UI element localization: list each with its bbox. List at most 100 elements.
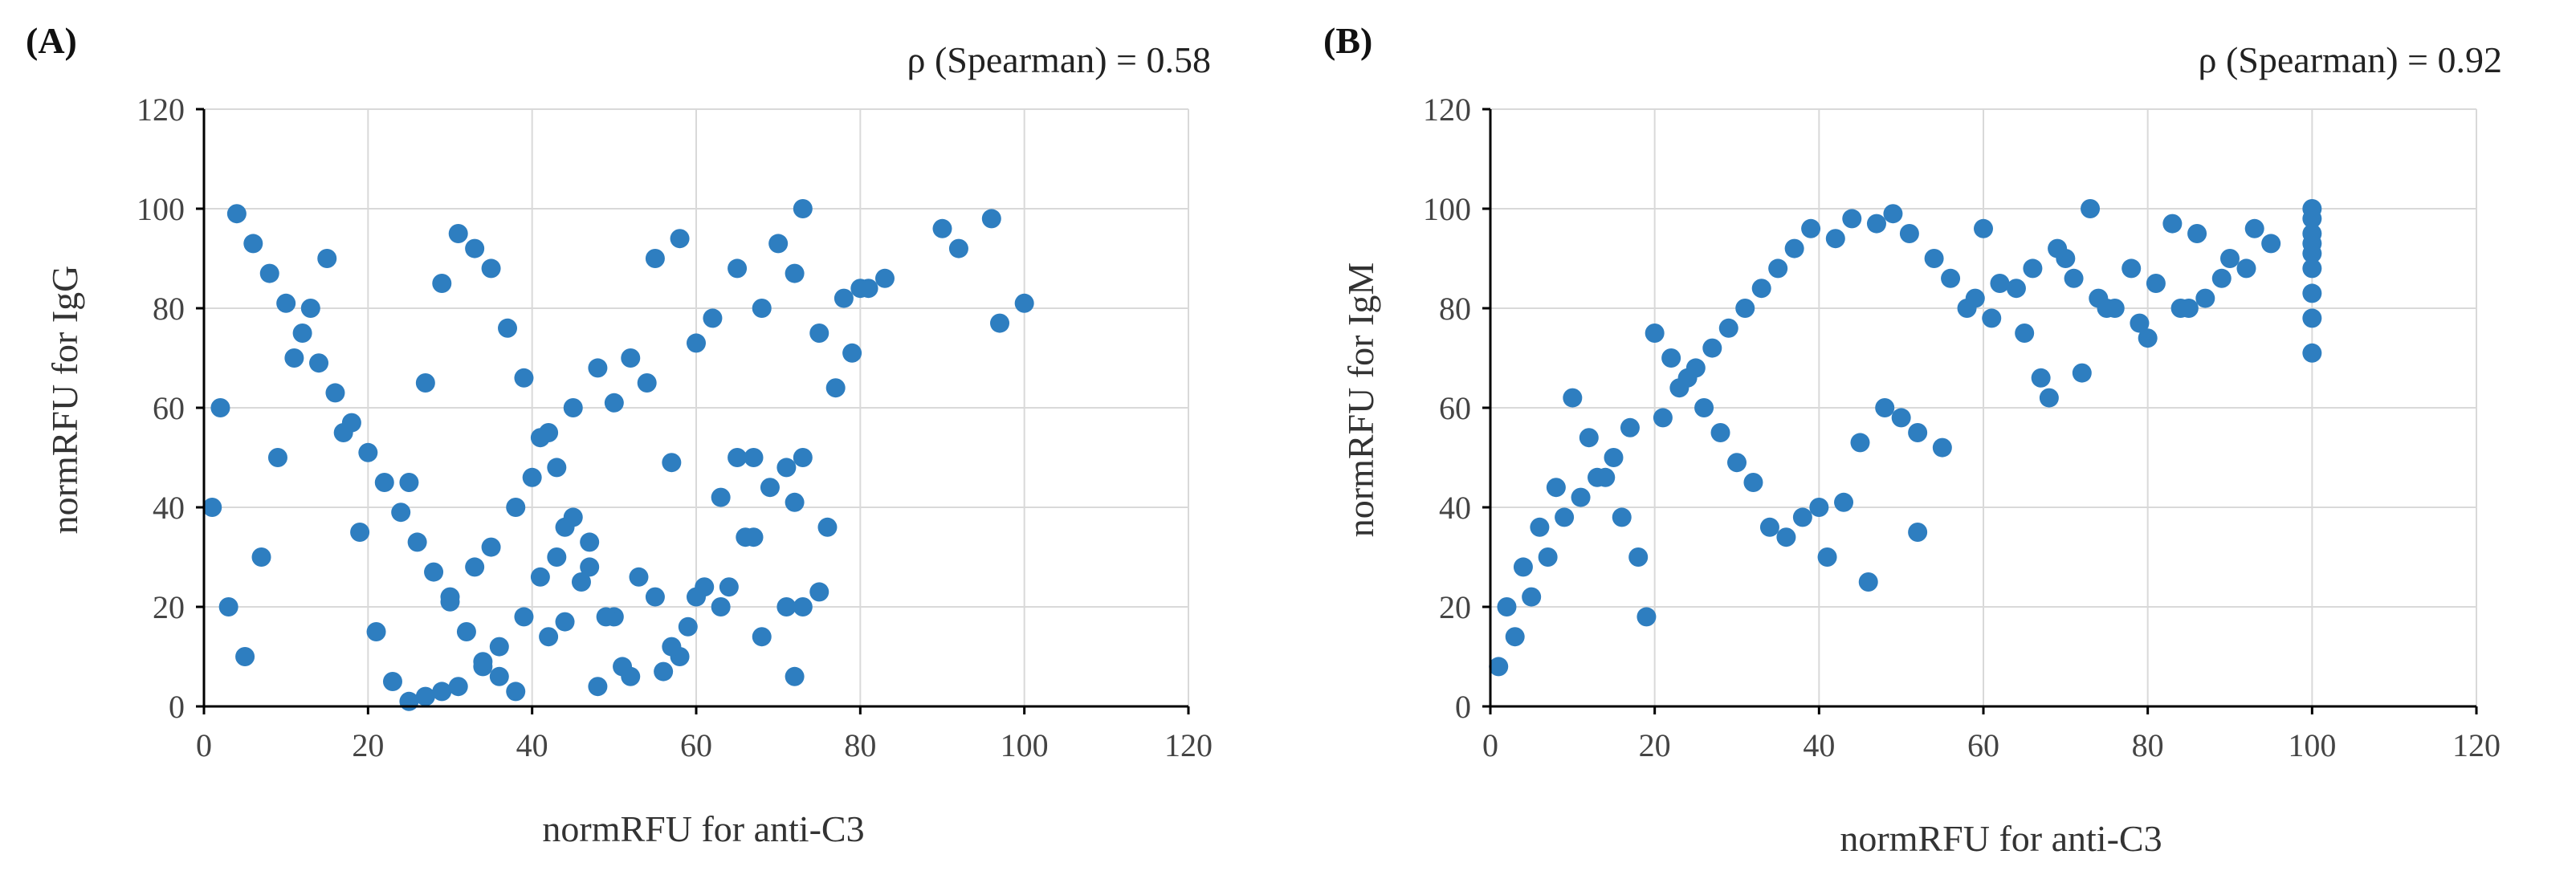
data-point [555, 612, 575, 632]
data-point [1850, 433, 1870, 453]
data-point [621, 348, 641, 368]
data-point [1546, 478, 1566, 498]
y-tick-label: 20 [1439, 589, 1471, 625]
data-point [932, 218, 952, 238]
data-point [990, 313, 1010, 333]
data-point [506, 498, 526, 517]
data-point [1982, 308, 2002, 328]
data-point [662, 637, 682, 657]
data-point [858, 279, 878, 299]
panel-a-chart: (A) ρ (Spearman) = 0.58 normRFU for anti… [26, 20, 1213, 849]
data-point [1908, 523, 1928, 542]
data-point [1563, 388, 1583, 408]
data-point [760, 478, 780, 498]
data-point [1891, 408, 1911, 428]
data-point [776, 597, 797, 616]
data-point [514, 607, 534, 627]
data-point [1571, 487, 1591, 507]
data-point [1604, 448, 1624, 467]
data-point [481, 537, 501, 557]
data-point [530, 428, 550, 448]
data-point [1990, 274, 2010, 293]
data-point [711, 487, 731, 507]
data-point [1801, 218, 1821, 238]
data-point [481, 258, 501, 279]
data-point [358, 442, 378, 462]
data-point [202, 498, 222, 517]
data-point [1489, 657, 1509, 677]
x-axis-title-a: normRFU for anti-C3 [542, 808, 864, 849]
x-tick-label: 0 [196, 727, 212, 763]
gridlines-b [1490, 108, 2477, 707]
data-point [670, 229, 690, 249]
panel-b-chart: (B) ρ (Spearman) = 0.92 normRFU for anti… [1288, 0, 2576, 883]
y-tick-label: 120 [1423, 92, 1471, 128]
data-point [547, 458, 567, 478]
y-tick-label: 120 [137, 92, 185, 128]
data-point [1899, 224, 1919, 243]
data-point [350, 523, 370, 542]
data-point [1883, 204, 1903, 224]
data-point [2302, 343, 2322, 363]
data-point [1932, 437, 1952, 458]
data-point [2302, 224, 2322, 243]
data-point [456, 622, 476, 641]
data-point [728, 258, 748, 279]
data-point [1645, 323, 1665, 343]
data-point [539, 627, 559, 647]
data-point [1588, 467, 1608, 487]
x-tick-label: 60 [680, 727, 712, 763]
data-point [284, 348, 304, 368]
data-point [1522, 587, 1542, 607]
data-point [2261, 234, 2281, 254]
data-point [2220, 249, 2240, 268]
data-point [1653, 408, 1673, 428]
data-point [563, 507, 583, 527]
data-point [432, 274, 452, 293]
data-point [2302, 283, 2322, 303]
data-point [1702, 338, 1722, 358]
data-point [2006, 279, 2026, 299]
data-point [662, 453, 682, 473]
data-point [235, 647, 255, 666]
data-point [563, 398, 583, 417]
data-point [276, 293, 296, 313]
data-point [571, 572, 591, 592]
data-point [2039, 388, 2059, 408]
x-tick-label: 80 [844, 727, 876, 763]
data-point [793, 448, 813, 467]
data-point [2162, 214, 2183, 234]
points-b [1489, 199, 2322, 677]
data-point [752, 627, 772, 647]
data-point [678, 616, 698, 637]
data-point [489, 666, 509, 686]
data-point [1669, 378, 1689, 398]
data-point [703, 308, 723, 328]
y-axis-title-b: normRFU for IgM [1340, 262, 1381, 537]
data-point [473, 652, 493, 672]
data-point [2302, 258, 2322, 279]
data-point [522, 467, 542, 487]
data-point [719, 577, 739, 597]
y-tick-label: 80 [1439, 291, 1471, 327]
data-point [259, 263, 279, 283]
data-point [874, 268, 895, 288]
data-point [1768, 258, 1788, 279]
data-point [1636, 607, 1657, 627]
y-tick-label: 0 [1455, 689, 1471, 725]
data-point [2236, 258, 2256, 279]
data-point [2195, 288, 2215, 308]
data-point [580, 557, 600, 577]
data-point [948, 238, 968, 258]
x-tick-label: 100 [1001, 727, 1049, 763]
data-point [1513, 557, 1533, 577]
data-point [1809, 498, 1829, 517]
data-point [2081, 199, 2101, 218]
data-point [711, 597, 731, 616]
data-point [292, 323, 312, 343]
data-point [1735, 299, 1755, 318]
y-axis-title-a: normRFU for IgG [44, 266, 85, 535]
data-point [1834, 492, 1854, 512]
data-point [2064, 268, 2084, 288]
data-point [2023, 258, 2043, 279]
